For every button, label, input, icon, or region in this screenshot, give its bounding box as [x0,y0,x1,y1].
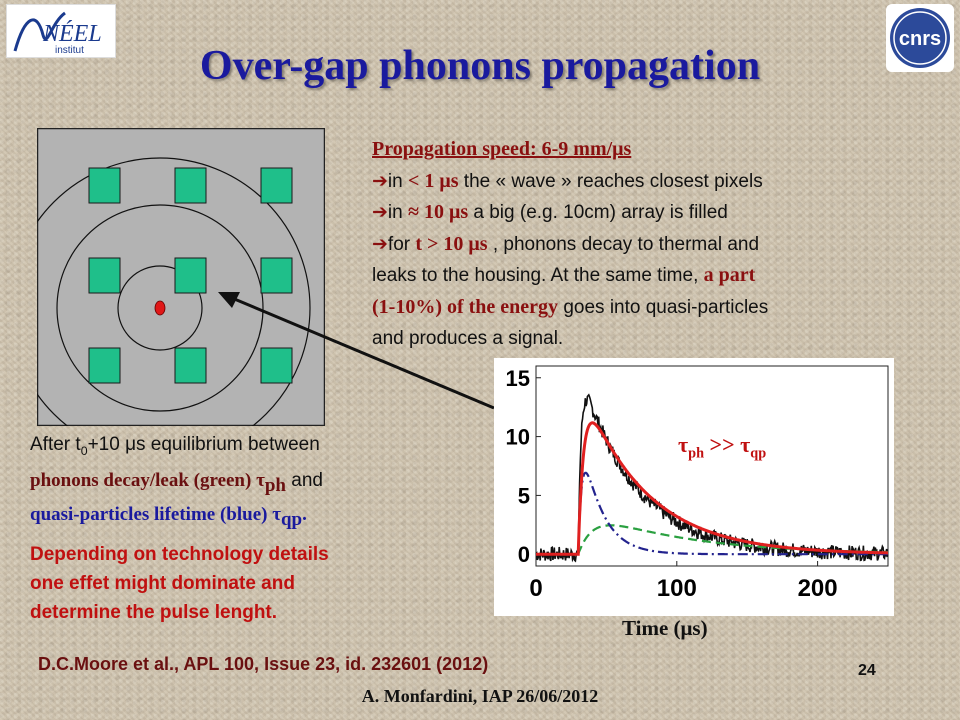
propagation-text: Propagation speed: 6-9 mm/μs ➔in < 1 μs … [372,134,912,355]
x-tick-label: 200 [798,575,838,602]
pixel-1 [88,167,121,204]
x-tick-label: 100 [657,575,697,602]
neel-logo-text: NÉEL [42,21,102,47]
arrow-bullet-icon: ➔ [372,170,388,192]
cnrs-logo: cnrs [886,4,954,72]
equilibrium-line-1: After t0+10 μs equilibrium between [30,434,320,458]
series-line-3 [536,471,888,556]
propagation-line-2: ➔in ≈ 10 μs a big (e.g. 10cm) array is f… [372,201,728,223]
emphasis-line-3: determine the pulse lenght. [30,602,278,623]
equilibrium-line-3: quasi-particles lifetime (blue) τqp. [30,503,307,530]
equilibrium-line-2: phonons decay/leak (green) τph and [30,469,323,496]
pixel-array-diagram [36,127,326,427]
y-tick-label: 15 [506,366,530,391]
propagation-line-4: leaks to the housing. At the same time, … [372,264,756,286]
author-footer: A. Monfardini, IAP 26/06/2012 [361,686,599,706]
emphasis-line-1: Depending on technology details [30,544,329,565]
neel-logo: NÉEL institut [6,4,116,58]
pixel-7 [88,347,121,384]
equilibrium-text: After t0+10 μs equilibrium between phono… [30,430,440,533]
arrow-bullet-icon: ➔ [372,233,388,255]
propagation-line-1: ➔in < 1 μs the « wave » reaches closest … [372,169,763,192]
page-number: 24 [858,662,876,679]
pixel-2 [174,167,207,204]
propagation-line-3: ➔for t > 10 μs , phonons decay to therma… [372,232,760,255]
citation: D.C.Moore et al., APL 100, Issue 23, id.… [38,654,489,674]
slide-title: Over-gap phonons propagation [199,43,761,89]
tau-ratio-annotation: τph >> τqp [678,432,767,462]
impact-point [154,300,166,316]
technology-emphasis: Depending on technology details one effe… [30,540,450,627]
pulse-plot: 0 5 10 15 0 100 200 [494,358,894,616]
arrow-bullet-icon: ➔ [372,202,388,223]
x-tick-label: 0 [529,575,542,602]
pixel-8 [174,347,207,384]
pixel-6 [260,257,293,294]
cnrs-logo-text: cnrs [899,28,941,50]
pixel-5 [174,257,207,294]
pixel-9 [260,347,293,384]
neel-logo-subtext: institut [55,45,84,56]
series-line-2 [536,421,888,556]
propagation-line-6: and produces a signal. [372,328,564,349]
plot-x-label: Time (μs) [622,616,708,640]
y-tick-label: 10 [506,425,530,450]
wavefront-ring-inner [117,265,203,351]
propagation-heading: Propagation speed: 6-9 mm/μs [372,138,632,160]
y-tick-label: 0 [518,542,530,567]
pixel-3 [260,167,293,204]
y-tick-label: 5 [518,483,530,508]
pixel-4 [88,257,121,294]
emphasis-line-2: one effet might dominate and [30,573,295,594]
propagation-line-5: (1-10%) of the energy goes into quasi-pa… [372,295,769,318]
